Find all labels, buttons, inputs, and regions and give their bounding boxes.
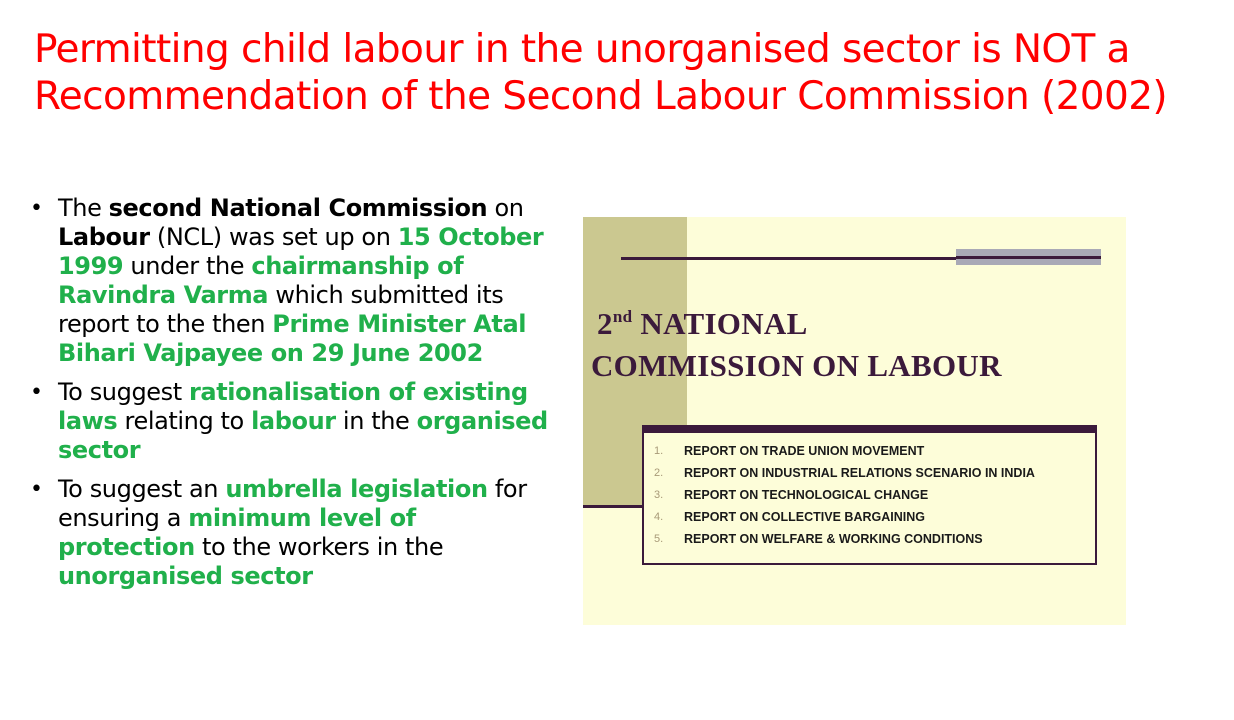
report-item: 2. REPORT ON INDUSTRIAL RELATIONS SCENARI… (654, 465, 1095, 482)
report-title: REPORT ON INDUSTRIAL RELATIONS SCENARIO … (684, 466, 1035, 480)
report-number: 3. (654, 489, 664, 501)
reports-box: 1. REPORT ON TRADE UNION MOVEMENT 2. REPOR… (642, 425, 1097, 565)
bullet-text-segment: The (58, 194, 109, 222)
title-line-2: COMMISSION ON LABOUR (591, 348, 1002, 383)
bullet-text: To suggest an umbrella legislation for e… (58, 475, 527, 590)
highlighted-term: Prime Minister Atal Bihari Vajpayee on 2… (58, 310, 527, 367)
title-ordinal: 2 (597, 306, 613, 341)
bullet-text-segment: to the workers in the (194, 533, 444, 561)
bullet-item: • To suggest an umbrella legislation for… (30, 475, 555, 591)
report-number: 2. (654, 467, 664, 479)
bullet-text-segment: on (487, 194, 524, 222)
report-number: 4. (654, 511, 664, 523)
bullet-icon: • (30, 196, 43, 221)
slide-title: Permitting child labour in the unorganis… (34, 27, 1168, 119)
report-item: 5. REPORT ON WELFARE & WORKING CONDITIONS (654, 531, 1095, 548)
bullet-text-segment: for ensuring a (58, 475, 527, 532)
figure-title: 2nd NATIONAL COMMISSION ON LABOUR (591, 303, 1121, 387)
highlighted-term: rationalisation of existing laws (58, 378, 528, 435)
report-item: 4. REPORT ON COLLECTIVE BARGAINING (654, 509, 1095, 526)
report-number: 5. (654, 533, 664, 545)
report-title: REPORT ON COLLECTIVE BARGAINING (684, 510, 925, 524)
divider-rule (621, 257, 1101, 260)
bullet-text-segment: relating to (117, 407, 252, 435)
report-title: REPORT ON TECHNOLOGICAL CHANGE (684, 488, 929, 502)
highlighted-term: organised sector (58, 407, 548, 464)
highlighted-term: minimum level of protection (58, 504, 416, 561)
bullet-text: To suggest rationalisation of existing l… (58, 378, 548, 464)
title-ordinal-suffix: nd (612, 307, 633, 326)
bullet-item: • The second National Commission on Labo… (30, 194, 555, 368)
bullet-text-segment: To suggest (58, 378, 189, 406)
bullet-text-segment: in the (335, 407, 417, 435)
bullet-text-segment: under the (123, 252, 252, 280)
title-line-1: NATIONAL (640, 306, 808, 341)
report-item: 3. REPORT ON TECHNOLOGICAL CHANGE (654, 487, 1095, 504)
highlighted-term: chairmanship of Ravindra Varma (58, 252, 464, 309)
reports-list: 1. REPORT ON TRADE UNION MOVEMENT 2. REPOR… (644, 433, 1095, 548)
report-title: REPORT ON WELFARE & WORKING CONDITIONS (684, 532, 983, 546)
bullet-text-segment: To suggest an (58, 475, 226, 503)
highlighted-term: labour (251, 407, 336, 435)
bullet-text-segment: (NCL) was set up on (149, 223, 398, 251)
bullet-list: • The second National Commission on Labo… (30, 194, 555, 601)
divider-accent (956, 249, 1101, 265)
report-title: REPORT ON TRADE UNION MOVEMENT (684, 444, 925, 458)
highlighted-term: umbrella legislation (225, 475, 488, 503)
highlighted-term: Labour (58, 223, 150, 251)
report-number: 1. (654, 445, 664, 457)
report-item: 1. REPORT ON TRADE UNION MOVEMENT (654, 443, 1095, 460)
highlighted-term: unorganised sector (58, 562, 313, 590)
bullet-icon: • (30, 380, 43, 405)
bullet-item: • To suggest rationalisation of existing… (30, 378, 555, 465)
ncl-report-image: 2nd NATIONAL COMMISSION ON LABOUR 1. REPO… (583, 217, 1126, 625)
divider-rule-bottom (583, 505, 646, 508)
highlighted-term: second National Commission (108, 194, 488, 222)
bullet-text-segment: which submitted its report to the then (58, 281, 504, 338)
bullet-text: The second National Commission on Labour… (58, 194, 544, 367)
bullet-icon: • (30, 477, 43, 502)
highlighted-term: 15 October 1999 (58, 223, 544, 280)
